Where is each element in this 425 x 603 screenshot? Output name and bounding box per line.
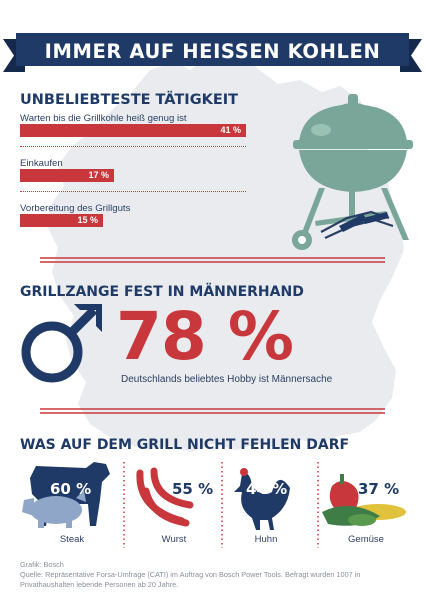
- male-share-value: 78 %: [116, 298, 294, 375]
- food-label: Wurst: [161, 534, 187, 545]
- male-share-subtitle: Deutschlands beliebtes Hobby ist Männers…: [121, 374, 333, 385]
- vegetables-icon: [322, 474, 406, 526]
- separator-1: [40, 257, 385, 263]
- food-percentage: 55 %: [172, 480, 214, 498]
- cow-pig-icon: [22, 462, 110, 528]
- separator-2: [40, 408, 385, 414]
- bar: 15 %: [20, 214, 103, 227]
- food-dividers: [123, 462, 319, 548]
- sausage-icon: [136, 467, 194, 527]
- bar-label: Vorbereitung des Grillguts: [20, 203, 131, 214]
- chicken-icon: [234, 468, 290, 530]
- dotted-separator: [20, 146, 246, 147]
- bar-label: Warten bis die Grillkohle heiß genug ist: [20, 113, 187, 124]
- bar-label: Einkaufen: [20, 158, 63, 169]
- bar: 17 %: [20, 169, 114, 182]
- credit-text: Grafik: Bosch: [20, 560, 64, 569]
- page-title: IMMER AUF HEISSEN KOHLEN: [44, 40, 381, 63]
- male-symbol-icon: [21, 304, 102, 383]
- bar-value-label: 15 %: [77, 215, 98, 225]
- food-percentage: 37 %: [358, 480, 400, 498]
- dotted-separator: [20, 191, 246, 192]
- section1-title: UNBELIEBTESTE TÄTIGKEIT: [20, 92, 239, 108]
- section2-title: GRILLZANGE FEST IN MÄNNERHAND: [20, 284, 304, 300]
- kettle-grill-icon: [292, 94, 413, 250]
- source-text-line2: Privathaushalten lebende Personen ab 20 …: [20, 580, 179, 589]
- food-percentage: 44 %: [246, 480, 288, 498]
- ribbon-band: [16, 33, 409, 66]
- food-percentage: 60 %: [50, 480, 92, 498]
- food-label: Gemüse: [348, 534, 384, 545]
- food-label: Steak: [59, 534, 85, 545]
- bar: 41 %: [20, 124, 246, 137]
- bar-value-label: 41 %: [220, 125, 241, 135]
- food-label: Huhn: [254, 534, 278, 545]
- bar-value-label: 17 %: [88, 170, 109, 180]
- section3-title: WAS AUF DEM GRILL NICHT FEHLEN DARF: [20, 437, 350, 453]
- source-text-line1: Quelle: Repräsentative Forsa-Umfrage (CA…: [20, 570, 361, 579]
